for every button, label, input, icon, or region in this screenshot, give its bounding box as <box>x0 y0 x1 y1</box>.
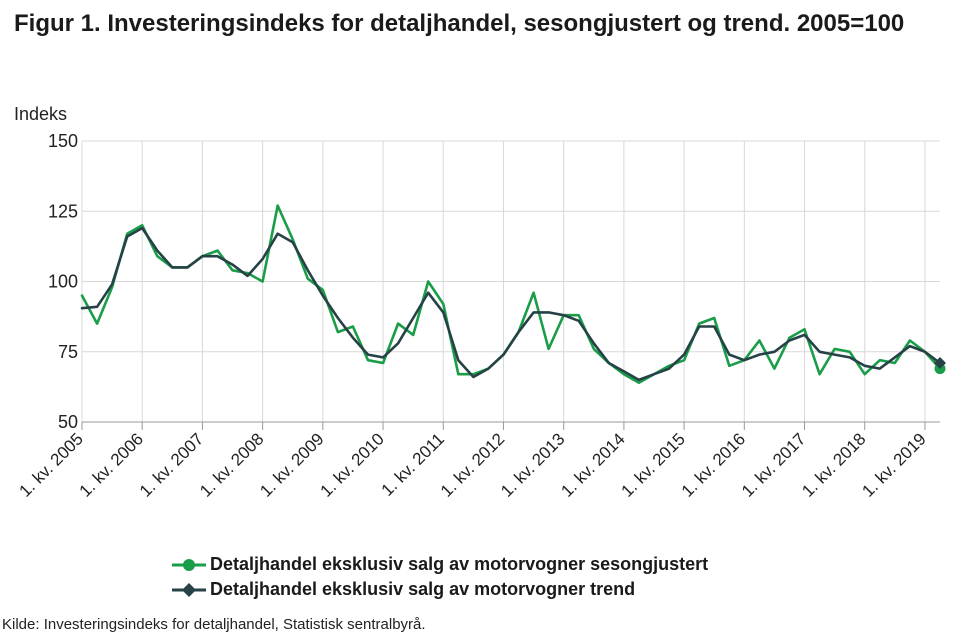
y-tick-label: 125 <box>48 201 78 221</box>
x-tick-label: 1. kv. 2015 <box>618 429 689 500</box>
legend-item-seasonal[interactable]: Detaljhandel eksklusiv salg av motorvogn… <box>172 552 708 577</box>
legend-label-seasonal: Detaljhandel eksklusiv salg av motorvogn… <box>210 554 709 574</box>
legend-diamond-icon <box>172 582 206 597</box>
x-tick-label: 1. kv. 2005 <box>15 429 86 500</box>
series-line-seasonal <box>80 204 942 385</box>
y-tick-label: 150 <box>48 131 78 151</box>
x-tick-label: 1. kv. 2011 <box>378 429 448 499</box>
series-end-marker-trend <box>934 356 946 369</box>
legend-item-trend[interactable]: Detaljhandel eksklusiv salg av motorvogn… <box>172 577 708 602</box>
x-tick-label: 1. kv. 2009 <box>256 429 327 500</box>
y-axis-label: Indeks <box>14 104 68 124</box>
x-tick-label: 1. kv. 2018 <box>798 429 869 500</box>
x-tick-label: 1. kv. 2019 <box>858 429 929 500</box>
x-tick-label: 1. kv. 2008 <box>196 429 267 500</box>
y-tick-label: 100 <box>48 272 78 292</box>
x-tick-label: 1. kv. 2012 <box>437 429 508 500</box>
x-tick-label: 1. kv. 2017 <box>738 429 809 500</box>
legend-circle-icon <box>172 558 206 571</box>
x-tick-label: 1. kv. 2006 <box>76 429 147 500</box>
y-tick-label: 75 <box>58 342 78 362</box>
x-tick-label: 1. kv. 2007 <box>136 429 207 500</box>
legend-label-trend: Detaljhandel eksklusiv salg av motorvogn… <box>210 579 636 599</box>
series-line-trend <box>80 226 942 382</box>
x-tick-label: 1. kv. 2013 <box>497 429 568 500</box>
source-note: Kilde: Investeringsindeks for detaljhand… <box>2 616 426 633</box>
x-tick-label: 1. kv. 2016 <box>678 429 749 500</box>
legend: Detaljhandel eksklusiv salg av motorvogn… <box>172 552 708 602</box>
x-tick-label: 1. kv. 2014 <box>557 429 628 500</box>
y-tick-label: 50 <box>58 412 78 432</box>
chart-title: Figur 1. Investeringsindeks for detaljha… <box>14 10 905 37</box>
x-tick-label: 1. kv. 2010 <box>317 429 388 500</box>
